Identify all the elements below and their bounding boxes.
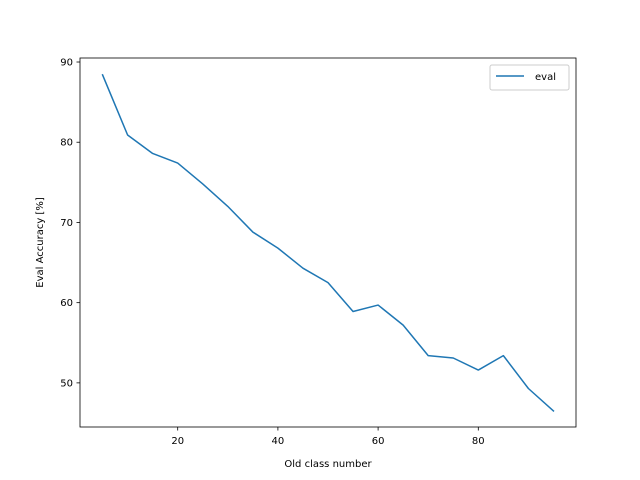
legend-box <box>489 64 570 91</box>
x-axis: 20 40 60 80 <box>171 427 485 447</box>
x-axis-label: Old class number <box>284 459 372 470</box>
plot-area <box>101 73 555 413</box>
y-tick-label-50: 50 <box>60 378 73 389</box>
y-tick-label-60: 60 <box>60 298 73 309</box>
x-tick-label-20: 20 <box>171 436 184 447</box>
series-line-eval <box>101 73 555 413</box>
x-tick-label-80: 80 <box>472 436 485 447</box>
legend-label-eval: eval <box>535 72 556 83</box>
y-tick-label-80: 80 <box>60 138 73 149</box>
y-axis-label: Eval Accuracy [%] <box>35 197 46 288</box>
legend: eval <box>489 64 570 91</box>
x-tick-label-60: 60 <box>372 436 385 447</box>
y-axis: 50 60 70 80 90 <box>60 58 80 389</box>
y-tick-label-70: 70 <box>60 218 73 229</box>
x-tick-label-40: 40 <box>272 436 285 447</box>
axes-frame <box>79 57 577 428</box>
y-tick-label-90: 90 <box>60 58 73 69</box>
